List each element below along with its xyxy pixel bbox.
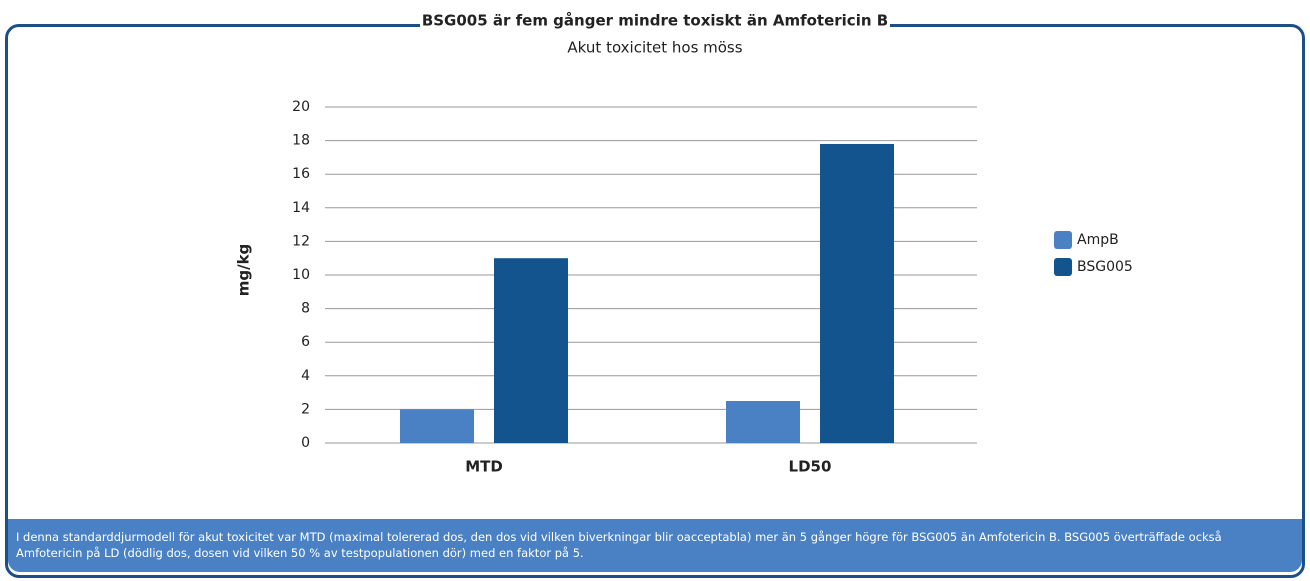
y-tick-label: 6 [301, 334, 310, 350]
y-axis-label: mg/kg [235, 244, 253, 297]
y-tick-label: 2 [301, 401, 310, 417]
y-tick-label: 14 [292, 200, 310, 216]
y-tick-label: 0 [301, 435, 310, 451]
y-tick-label: 18 [292, 133, 310, 149]
y-tick-label: 10 [292, 267, 310, 283]
x-tick-label: MTD [465, 458, 503, 476]
x-tick-label: LD50 [789, 458, 832, 476]
y-tick-label: 12 [292, 233, 310, 249]
title-bg [420, 10, 890, 32]
bar [400, 409, 474, 443]
y-tick-label: 8 [301, 301, 310, 317]
bar [494, 258, 568, 443]
footnote: I denna standarddjurmodell för akut toxi… [8, 519, 1302, 572]
legend-swatch [1054, 231, 1072, 249]
legend-label: AmpB [1077, 232, 1119, 248]
bar [726, 401, 800, 443]
legend-swatch [1054, 258, 1072, 276]
y-tick-label: 20 [292, 99, 310, 115]
y-tick-label: 16 [292, 166, 310, 182]
chart-title: BSG005 är fem gånger mindre toxiskt än A… [422, 12, 888, 30]
y-tick-label: 4 [301, 368, 310, 384]
bar [820, 143, 894, 443]
chart-subtitle: Akut toxicitet hos möss [567, 39, 742, 57]
legend-label: BSG005 [1077, 259, 1133, 275]
